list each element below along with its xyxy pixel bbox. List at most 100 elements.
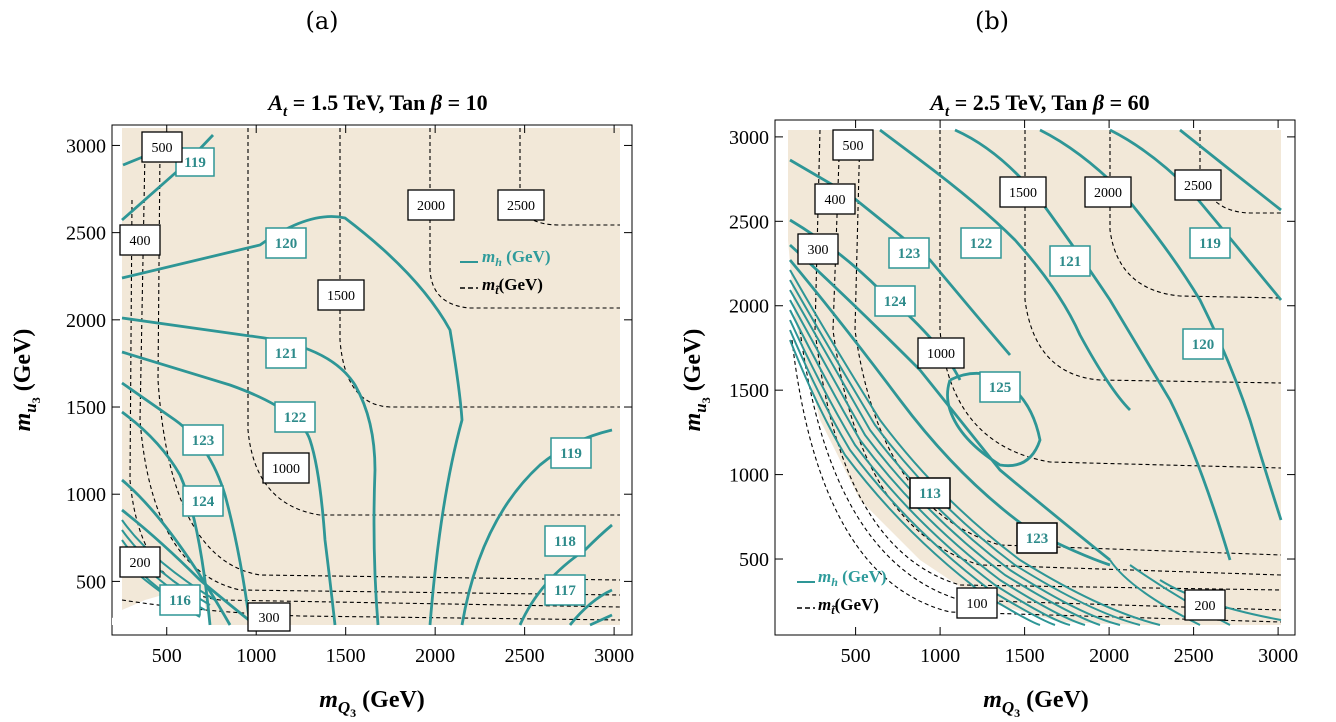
mstop-label: 1500 [1009,186,1037,201]
mh-contour-116 [589,613,613,627]
mh-contour-122 [879,128,1131,411]
mh-label: 125 [989,380,1012,396]
mstop-contour-2000 [429,128,620,309]
mstop-contour-1500 [339,128,620,408]
y-tick-label: 500 [76,571,106,593]
panel-a-xlabel: mQ3 (GeV) [319,687,425,720]
mstop-label: 2500 [1184,179,1212,194]
mstop-label: 2500 [507,199,535,214]
legend-mh: mh (GeV) [818,567,887,589]
legend-mh: mh (GeV) [482,247,551,269]
mstop-contour-1500 [1024,130,1282,384]
x-tick-label: 2000 [1089,645,1129,667]
panel-a-frame [111,124,633,636]
mstop-label: 1000 [272,462,300,477]
mh-label: 120 [275,236,298,252]
mh-contour-123b [788,259,1111,567]
panel-b-xlabel: mQ3 (GeV) [983,687,1089,720]
y-tick-label: 1000 [729,465,769,487]
mh-label: 124 [884,294,907,310]
mh-label: 120 [1192,337,1215,353]
mstop-contour-200 [799,329,1282,611]
mh-label: 118 [554,534,576,550]
x-tick-label: 2500 [1174,645,1214,667]
mstop-contour-1000 [247,128,620,516]
mh-contour-124b [121,478,232,626]
panel-a-mstop-contours [121,128,621,621]
mstop-label: 400 [825,193,846,208]
mstop-contour-100 [791,339,1282,623]
mstop-contour-500 [854,129,1282,556]
mh-label: 123 [898,246,921,262]
mh-label: 122 [970,236,993,252]
mstop-label: 400 [130,234,151,249]
mstop-label: 2000 [1094,186,1122,201]
y-tick-label: 2500 [66,223,106,245]
panel-b-frame [774,119,1296,636]
panel-a-legend: mh (GeV) mt̃(GeV) [460,247,551,297]
x-tick-label: 500 [152,645,182,667]
mh-label: 123 [1026,531,1049,547]
panel-a-label: (a) [305,7,338,35]
panel-a-ylabel: mu3 (GeV) [10,329,43,432]
x-tick-label: 2500 [505,645,545,667]
mstop-label: 2000 [417,199,445,214]
mh-contour-125a [121,508,256,627]
mstop-contour-400 [139,149,621,596]
x-tick-label: 2000 [415,645,455,667]
y-tick-label: 1000 [66,484,106,506]
x-tick-label: 500 [841,645,871,667]
mstop-label: 200 [130,556,151,571]
mh-contour-123 [789,158,1012,356]
panel-a-mh-labels: 119 120 121 122 123 124 116 119 118 117 [159,147,592,616]
panel-b-dense-band [789,269,1282,626]
mstop-label: 500 [843,139,864,154]
mstop-contour-2500 [1199,130,1281,214]
mstop-contour-300 [129,199,621,608]
legend-mt: mt̃(GeV) [482,275,543,297]
y-tick-label: 3000 [729,127,769,149]
mh-contour-120 [121,215,464,626]
mh-label: 116 [169,593,191,609]
y-tick-label: 1500 [729,380,769,402]
mstop-label: 200 [1195,599,1216,614]
y-tick-label: 2000 [729,296,769,318]
mh-label: 119 [184,155,206,171]
panel-a-title: At = 1.5 TeV, Tan β = 10 [266,90,487,120]
mh-label: 119 [1199,236,1221,252]
mstop-label: 100 [967,597,988,612]
x-tick-label: 1000 [236,645,276,667]
mh-contour-124b [789,243,1111,562]
mh-label: 121 [1059,254,1082,270]
x-tick-label: 1000 [920,645,960,667]
panel-b-legend: mh (GeV) mt̃(GeV) [797,567,887,617]
panel-b: (b) At = 2.5 TeV, Tan β = 60 500 1000 1500… [680,7,1298,720]
panel-b-ticks: 500 1000 1500 2000 2500 3000 500 1000 1500 2000 25… [729,120,1298,667]
x-tick-label: 1500 [326,645,366,667]
x-tick-label: 1500 [1005,645,1045,667]
y-tick-label: 3000 [66,135,106,157]
panel-b-label: (b) [975,7,1009,35]
y-tick-label: 1500 [66,397,106,419]
panel-a-ticks: 500 1000 1500 2000 2500 3000 500 1000 1500 2000 25… [66,125,634,667]
mh-contour-124 [121,410,212,626]
y-tick-label: 500 [739,549,769,571]
mh-label: 117 [554,583,576,599]
mstop-label: 500 [152,141,173,156]
mh-contour-121 [121,316,380,626]
mstop-label: 300 [808,243,829,258]
panel-b-title: At = 2.5 TeV, Tan β = 60 [928,90,1149,120]
panel-b-mstop-labels: 500 400 300 1500 2000 2500 1000 100 200 [797,129,1226,621]
mh-contour-118 [1179,128,1282,212]
mstop-contour-200 [121,599,621,621]
panel-b-excluded-region [788,240,1140,625]
mh-label: 123 [192,433,215,449]
mh-label: 113 [919,486,941,502]
y-tick-label: 2000 [66,310,106,332]
y-tick-label: 2500 [729,211,769,233]
panel-a: (a) At = 1.5 TeV, Tan β = 10 500 1000 1500… [10,7,634,720]
mstop-contour-500 [157,149,621,581]
mstop-label: 1500 [327,289,355,304]
mh-label: 124 [192,494,215,510]
